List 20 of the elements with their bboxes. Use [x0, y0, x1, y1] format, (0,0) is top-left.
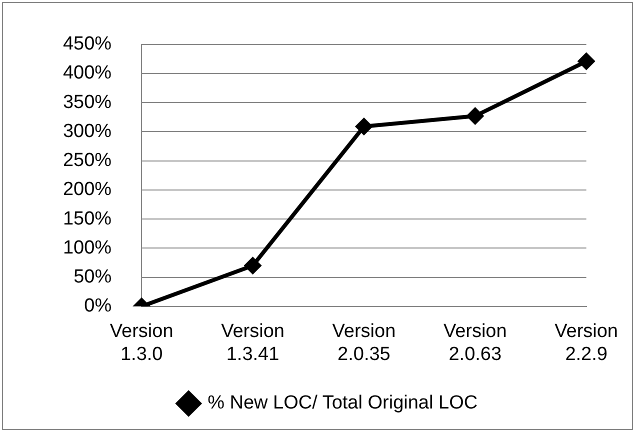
- y-tick-label: 100%: [62, 237, 112, 258]
- legend-label: % New LOC/ Total Original LOC: [208, 392, 478, 414]
- x-tick-label: Version 2.0.35: [332, 321, 396, 365]
- y-tick-label: 50%: [74, 266, 112, 288]
- point: [577, 52, 596, 70]
- y-tick-label: 150%: [62, 208, 112, 230]
- x-tick-label: Version 1.3.41: [221, 321, 284, 365]
- y-tick-label: 300%: [62, 120, 112, 142]
- x-tick-label: Version 1.3.0: [110, 321, 174, 365]
- x-tick-label: Version 2.2.9: [554, 321, 618, 365]
- point: [466, 107, 484, 126]
- point: [244, 256, 262, 275]
- y-tick-label: 400%: [62, 62, 112, 84]
- y-tick-label: 250%: [62, 150, 112, 172]
- y-tick-label: 450%: [62, 34, 112, 55]
- point: [354, 117, 373, 136]
- x-tick-label: Version 2.0.63: [443, 321, 507, 365]
- y-tick-label: 350%: [62, 92, 112, 113]
- y-tick-label: 0%: [84, 296, 112, 317]
- y-tick-label: 200%: [62, 179, 112, 200]
